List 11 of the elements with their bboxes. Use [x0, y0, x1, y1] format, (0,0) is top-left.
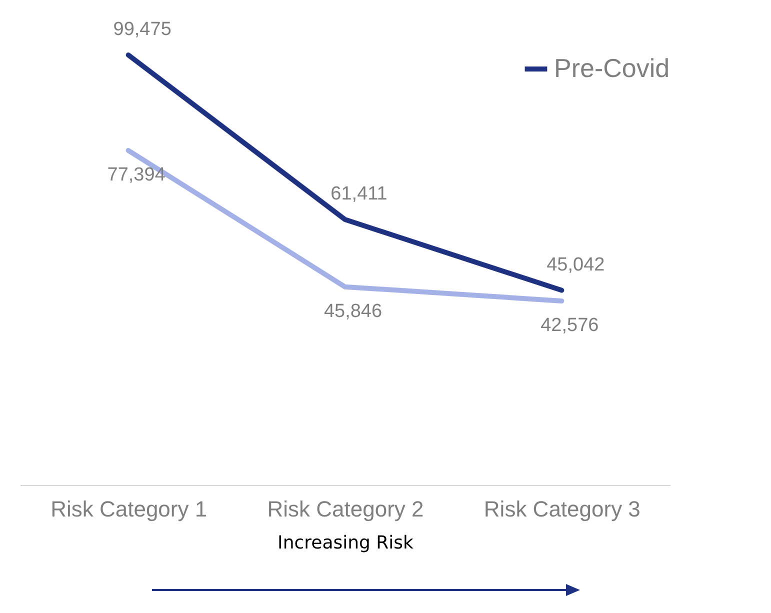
data-label: 42,576 [540, 314, 599, 336]
data-label: 45,042 [546, 254, 605, 276]
data-label: 99,475 [113, 19, 172, 40]
x-tick-label: Risk Category 1 [50, 496, 208, 522]
legend-label: Pre-Covid [554, 53, 670, 83]
x-tick-label: Risk Category 2 [267, 496, 424, 522]
x-tick-label: Risk Category 3 [484, 496, 640, 522]
data-label: 61,411 [330, 184, 388, 205]
x-axis-title: Increasing Risk [278, 532, 414, 554]
data-label: 45,846 [324, 300, 382, 322]
data-label: 77,394 [107, 164, 166, 186]
